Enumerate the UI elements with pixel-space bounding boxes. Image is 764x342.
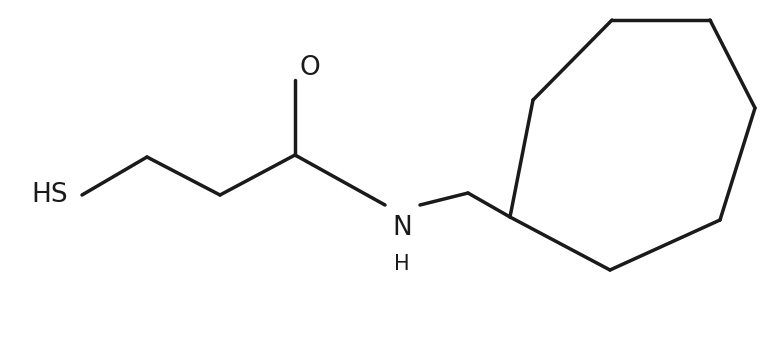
Text: H: H	[394, 254, 410, 274]
Text: HS: HS	[31, 182, 68, 208]
Text: N: N	[392, 215, 412, 241]
Text: O: O	[299, 55, 320, 81]
